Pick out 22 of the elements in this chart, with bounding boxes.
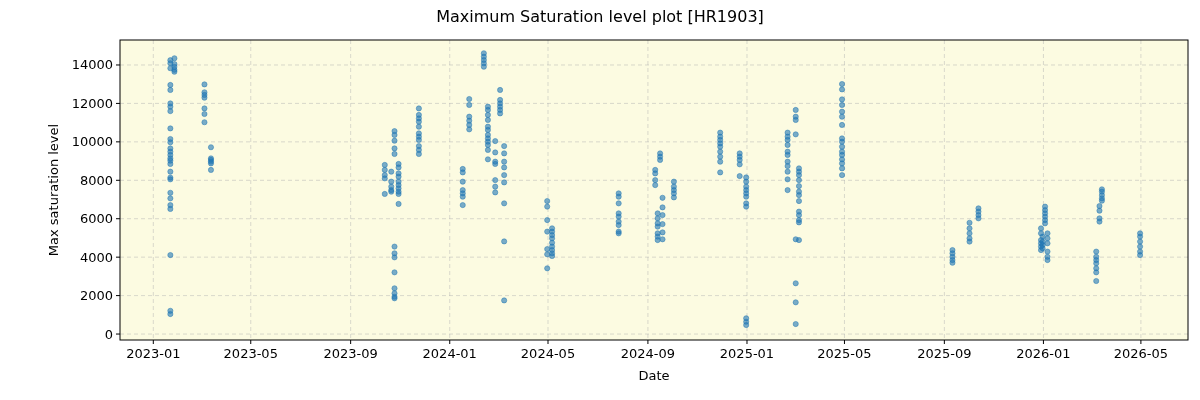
chart-title: Maximum Saturation level plot [HR1903] <box>436 7 764 26</box>
y-tick-label: 6000 <box>79 211 113 227</box>
y-tick-label: 0 <box>104 326 113 342</box>
x-axis-title: Date <box>638 368 670 383</box>
y-tick-label: 12000 <box>71 95 113 111</box>
y-tick-label: 4000 <box>79 249 113 265</box>
y-tick-label: 14000 <box>71 57 113 73</box>
x-tick-label: 2025-01 <box>719 346 775 361</box>
x-tick-label: 2024-05 <box>520 346 576 361</box>
x-tick-label: 2024-01 <box>422 346 477 361</box>
y-axis-title: Max saturation level <box>46 123 61 257</box>
y-tick-label: 8000 <box>79 172 113 188</box>
x-tick-label: 2026-01 <box>1016 346 1071 361</box>
x-tick-label: 2026-05 <box>1113 346 1169 361</box>
x-tick-label: 2023-05 <box>223 346 278 361</box>
x-tick-label: 2023-09 <box>323 346 378 361</box>
x-tick-label: 2025-05 <box>817 346 872 361</box>
y-tick-label: 10000 <box>71 134 113 150</box>
x-tick-label: 2023-01 <box>126 346 181 361</box>
x-tick-label: 2025-09 <box>917 346 972 361</box>
x-tick-label: 2024-09 <box>620 346 676 361</box>
y-tick-label: 2000 <box>79 288 113 304</box>
